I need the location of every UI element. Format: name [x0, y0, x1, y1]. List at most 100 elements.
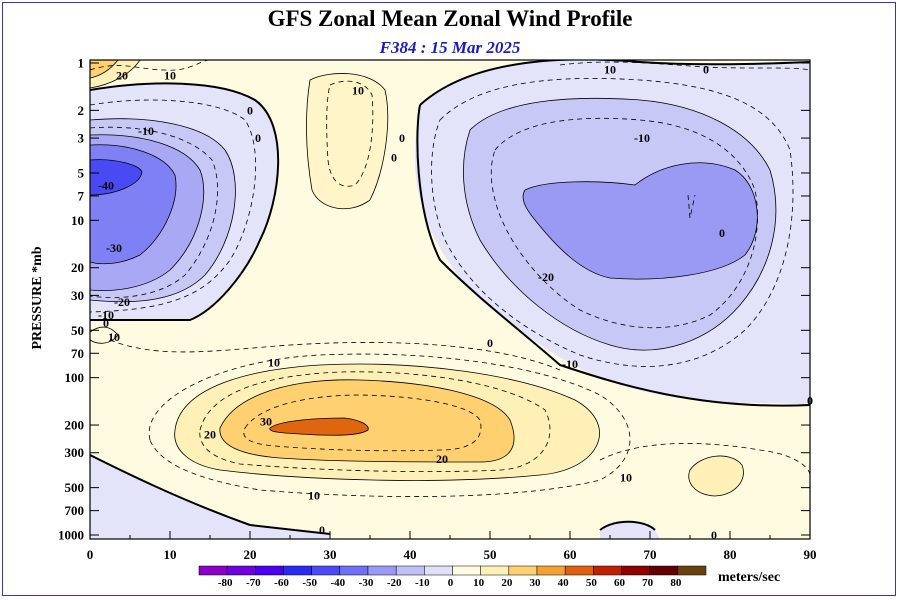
- y-tick-label: 500: [65, 480, 85, 495]
- colorbar: -80 -70 -60 -50 -40 -30 -20 -10 0 10 20 30 40 50 60 70 8…: [198, 565, 707, 589]
- line-neg10-left: [90, 118, 236, 303]
- zero-line-right: [416, 104, 810, 407]
- y-tick-label: 700: [65, 503, 85, 518]
- line-20-jet: [219, 379, 515, 463]
- x-tick-label: 40: [404, 547, 417, 562]
- colorbar-tick-label: -10: [415, 577, 430, 589]
- contour-label: 10: [604, 63, 616, 77]
- contour-label: 20: [204, 428, 216, 442]
- y-tick-label: 3: [78, 131, 85, 146]
- y-tick-label: 50: [71, 323, 84, 338]
- dash-pos15-mid: [326, 80, 374, 187]
- y-tick-label: 300: [65, 445, 85, 460]
- contour-label: 0: [103, 316, 109, 330]
- colorbar-tick-label: -20: [387, 577, 402, 589]
- contour-label: 0: [319, 523, 325, 537]
- line-10-mid: [306, 73, 389, 209]
- y-tick-label: 100: [65, 370, 85, 385]
- colorbar-tick-label: 20: [501, 577, 513, 589]
- dash-pos15-jet: [199, 371, 551, 473]
- contour-label: 30: [260, 415, 272, 429]
- zero-line-surface: [90, 454, 331, 535]
- y-tick-label: 1000: [58, 528, 84, 543]
- line-10-lowright: [688, 455, 744, 497]
- x-tick-label: 70: [644, 547, 657, 562]
- contour-label: 10: [108, 330, 120, 344]
- contour-label: 0: [711, 528, 717, 542]
- contour-label: 10: [620, 470, 632, 484]
- zero-line-bottom: [599, 520, 656, 531]
- zero-line-right-top: [419, 60, 810, 106]
- contour-label: -10: [562, 357, 578, 371]
- fill-jet-20: [219, 379, 515, 462]
- y-tick-label: 20: [71, 260, 84, 275]
- y-tick-label: 5: [78, 165, 85, 180]
- line-10-jet: [174, 363, 600, 481]
- colorbar-swatch: [677, 565, 707, 576]
- colorbar-tick-label: 60: [614, 577, 626, 589]
- chart-title: GFS Zonal Mean Zonal Wind Profile: [267, 6, 633, 31]
- contour-label: 0: [719, 226, 725, 240]
- colorbar-tick-label: 80: [670, 577, 682, 589]
- contour-label: -40: [98, 178, 114, 192]
- contour-label: 0: [807, 394, 813, 408]
- colorbar-tick-label: -50: [302, 577, 317, 589]
- colorbar-tick-label: -40: [330, 577, 345, 589]
- line-30-jet: [269, 417, 369, 436]
- fill-pos-lowright: [688, 455, 744, 496]
- x-tick-label: 80: [724, 547, 737, 562]
- fill-neg-surface: [90, 455, 330, 539]
- contour-label: -10: [634, 131, 650, 145]
- contour-label: 0: [391, 151, 397, 165]
- dash-neg5-right: [431, 78, 794, 367]
- dash-neg15-left: [90, 126, 218, 298]
- contour-lines: [90, 60, 810, 535]
- x-tick-label: 0: [87, 547, 94, 562]
- y-tick-label: 10: [71, 213, 84, 228]
- y-tick-label: 70: [71, 346, 84, 361]
- line-neg30-left: [90, 144, 177, 265]
- y-tick-label: 30: [71, 288, 84, 303]
- dash-pos5-midleft: [109, 339, 561, 371]
- dash-small-right: [687, 194, 696, 219]
- contour-label: 10: [352, 84, 364, 98]
- dash-pos15-topleft: [90, 60, 211, 71]
- fill-jet-30: [269, 418, 369, 436]
- zero-line-left: [90, 82, 280, 321]
- x-tick-label: 30: [324, 547, 337, 562]
- colorbar-tick-label: 40: [558, 577, 570, 589]
- colorbar-tick-label: 30: [530, 577, 542, 589]
- contour-label: -10: [138, 124, 154, 138]
- colorbar-tick-label: 0: [448, 577, 454, 589]
- colorbar-tick-label: 50: [586, 577, 598, 589]
- y-axis-label: PRESSURE *mb: [30, 246, 45, 350]
- chart-subtitle: F384 : 15 Mar 2025: [379, 38, 521, 57]
- dash-pos25-jet: [243, 394, 482, 452]
- line-neg40-left: [90, 159, 143, 196]
- colorbar-tick-label: 10: [473, 577, 485, 589]
- colorbar-tick-label: -70: [246, 577, 261, 589]
- contour-label: 0: [247, 103, 253, 117]
- contour-label: 10: [268, 355, 280, 369]
- colorbar-tick-label: -30: [359, 577, 374, 589]
- dashed-contours: [90, 60, 810, 497]
- dash-top-right: [559, 61, 810, 71]
- x-tick-label: 50: [484, 547, 497, 562]
- contour-label: -30: [106, 241, 122, 255]
- fill-neg-bottom: [600, 521, 660, 539]
- contour-fills: [90, 60, 810, 539]
- line-10-smallleft: [90, 326, 119, 344]
- contour-label: -20: [114, 295, 130, 309]
- x-tick-label: 10: [164, 547, 177, 562]
- dash-pos5-right: [599, 443, 810, 476]
- contour-label: 10: [308, 488, 320, 502]
- contour-label: 10: [164, 68, 176, 82]
- y-tick-label: 200: [65, 418, 85, 433]
- y-tick-label: 7: [78, 188, 85, 203]
- colorbar-units: meters/sec: [718, 570, 781, 585]
- x-tick-label: 60: [564, 547, 577, 562]
